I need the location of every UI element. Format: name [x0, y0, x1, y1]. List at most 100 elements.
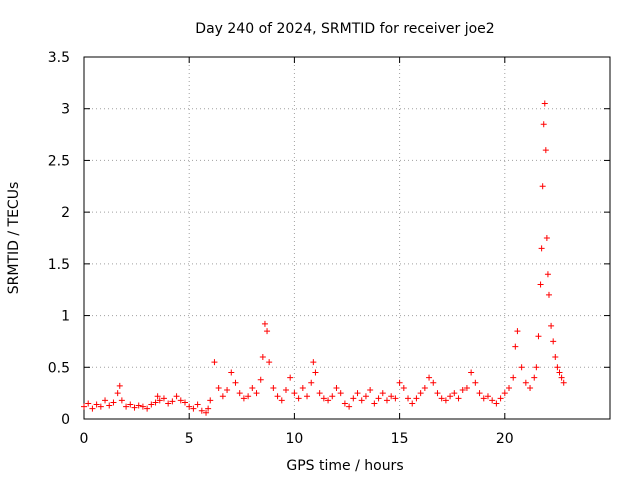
data-point	[194, 401, 201, 408]
data-point	[308, 379, 315, 386]
data-point	[552, 353, 559, 360]
data-point	[527, 384, 534, 391]
data-point	[484, 393, 491, 400]
data-point	[203, 409, 210, 416]
data-point	[542, 147, 549, 154]
y-tick-label: 3	[61, 102, 70, 118]
data-point	[177, 397, 184, 404]
data-point	[535, 333, 542, 340]
data-point	[198, 407, 205, 414]
data-point	[245, 393, 252, 400]
data-point	[299, 384, 306, 391]
data-point	[190, 405, 197, 412]
data-point	[291, 390, 298, 397]
data-point	[434, 390, 441, 397]
data-point	[316, 390, 323, 397]
y-tick-label: 0.5	[48, 360, 70, 376]
data-point	[379, 390, 386, 397]
x-tick-label: 5	[185, 431, 194, 447]
data-point	[274, 393, 281, 400]
data-point	[148, 401, 155, 408]
data-point	[417, 390, 424, 397]
data-point	[173, 393, 180, 400]
data-point	[538, 245, 545, 252]
data-point	[116, 382, 123, 389]
data-point	[451, 390, 458, 397]
data-point	[160, 395, 167, 402]
data-point	[497, 395, 504, 402]
y-tick-label: 2.5	[48, 153, 70, 169]
data-point	[548, 322, 555, 329]
data-point	[232, 379, 239, 386]
data-point	[554, 364, 561, 371]
data-point	[205, 405, 212, 412]
data-point	[556, 369, 563, 376]
data-point	[533, 364, 540, 371]
x-tick-label: 15	[391, 431, 409, 447]
data-point	[261, 320, 268, 327]
data-point	[337, 390, 344, 397]
y-tick-label: 1.5	[48, 257, 70, 273]
data-point	[442, 397, 449, 404]
data-point	[480, 395, 487, 402]
data-point	[438, 395, 445, 402]
data-point	[540, 121, 547, 128]
data-point	[320, 395, 327, 402]
data-point	[278, 397, 285, 404]
data-point	[512, 343, 519, 350]
data-point	[102, 397, 109, 404]
data-point	[224, 387, 231, 394]
data-point	[501, 390, 508, 397]
data-point	[541, 100, 548, 107]
data-point	[459, 387, 466, 394]
data-point	[426, 374, 433, 381]
data-point	[421, 384, 428, 391]
data-point	[215, 384, 222, 391]
x-tick-label: 10	[285, 431, 303, 447]
data-point	[430, 379, 437, 386]
grid-layer	[84, 57, 610, 419]
data-point	[543, 235, 550, 241]
y-tick-label: 1	[61, 309, 70, 325]
data-point	[123, 403, 130, 410]
data-point	[544, 271, 551, 278]
data-point	[186, 403, 193, 410]
data-point	[560, 379, 567, 386]
data-point	[81, 403, 87, 410]
data-point	[550, 338, 557, 345]
data-point	[287, 374, 294, 381]
y-axis-label: SRMTID / TECUs	[6, 182, 22, 295]
data-point	[493, 400, 500, 407]
data-point	[219, 393, 226, 400]
data-point	[257, 376, 264, 383]
data-point	[97, 403, 104, 410]
tick-layer: 0 5 10 15 20 0 0.5 1 1.5 2 2.5 3 3.5	[48, 50, 610, 447]
data-point	[383, 397, 390, 404]
data-point	[537, 281, 544, 288]
data-point	[333, 384, 340, 391]
data-point	[522, 379, 529, 386]
data-point	[371, 400, 378, 407]
data-point	[207, 397, 214, 404]
data-point	[312, 369, 319, 376]
data-point	[392, 395, 399, 402]
data-point	[295, 395, 302, 402]
data-point	[253, 390, 260, 397]
data-point	[259, 353, 266, 360]
data-point	[152, 399, 159, 406]
data-point	[514, 328, 521, 335]
data-point	[354, 390, 361, 397]
data-point	[282, 387, 289, 394]
data-point	[447, 393, 454, 400]
data-point	[388, 393, 395, 400]
data-point	[506, 384, 513, 391]
data-point	[362, 393, 369, 400]
data-point	[93, 401, 100, 408]
data-point	[545, 291, 552, 298]
data-point	[240, 395, 247, 402]
data-point	[228, 369, 235, 376]
data-point	[518, 364, 525, 371]
data-point	[270, 384, 277, 391]
data-point	[367, 387, 374, 394]
data-point	[329, 393, 336, 400]
